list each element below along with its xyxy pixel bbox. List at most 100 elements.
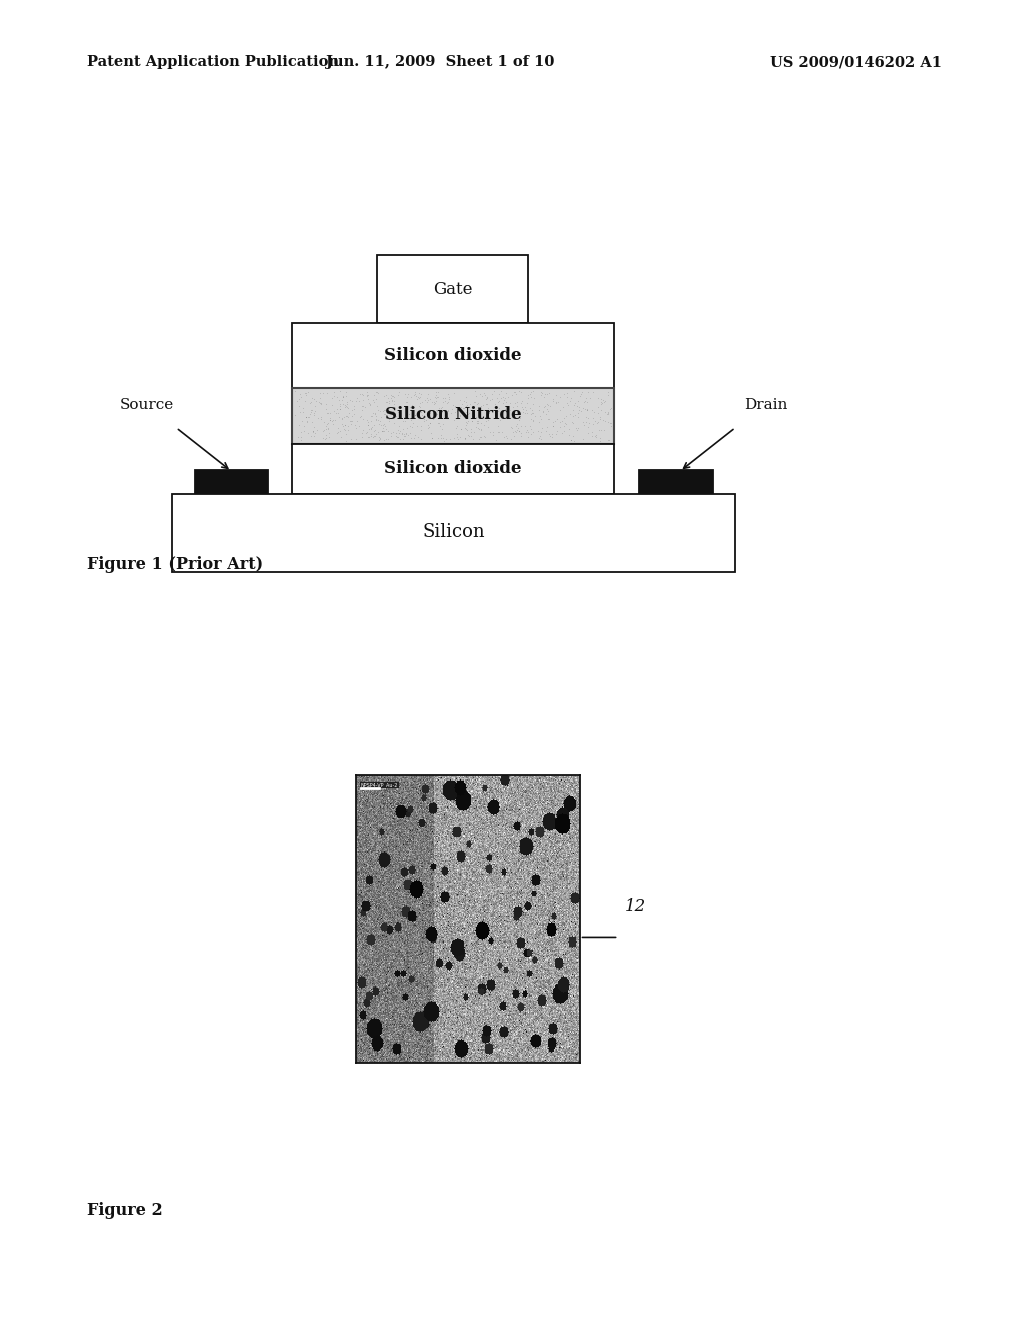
- Point: [317, 393, 334, 414]
- Point: [497, 389, 513, 411]
- Point: [477, 407, 494, 428]
- Point: [509, 413, 525, 434]
- Point: [421, 416, 437, 437]
- Point: [309, 408, 326, 429]
- Point: [519, 418, 536, 440]
- Point: [485, 380, 502, 401]
- Point: [536, 397, 552, 418]
- Point: [308, 391, 325, 412]
- Point: [578, 388, 594, 409]
- Point: [428, 391, 444, 412]
- Point: [541, 424, 557, 445]
- Point: [562, 430, 579, 451]
- Point: [381, 409, 397, 430]
- Point: [577, 397, 593, 418]
- Point: [476, 385, 493, 407]
- Point: [558, 392, 574, 413]
- Point: [584, 421, 600, 442]
- Point: [450, 424, 466, 445]
- Point: [424, 407, 440, 428]
- Point: [399, 383, 416, 404]
- Point: [419, 392, 435, 413]
- Point: [305, 389, 322, 411]
- Point: [332, 399, 348, 420]
- Point: [393, 422, 410, 444]
- Point: [300, 381, 316, 403]
- Point: [503, 428, 519, 449]
- Point: [399, 387, 416, 408]
- Point: [469, 392, 485, 413]
- Point: [370, 383, 386, 404]
- Point: [323, 408, 339, 429]
- Text: Gate: Gate: [433, 281, 472, 297]
- Point: [525, 381, 542, 403]
- Point: [564, 412, 581, 433]
- Point: [345, 399, 361, 420]
- Point: [532, 429, 549, 450]
- Point: [344, 389, 360, 411]
- Point: [450, 428, 466, 449]
- Point: [322, 409, 338, 430]
- Point: [408, 385, 424, 407]
- Point: [481, 403, 498, 424]
- Point: [585, 381, 601, 403]
- Point: [340, 420, 356, 441]
- Point: [385, 400, 401, 421]
- Point: [490, 397, 507, 418]
- Point: [380, 388, 396, 409]
- Point: [522, 383, 539, 404]
- Point: [588, 426, 604, 447]
- Point: [469, 411, 485, 432]
- Point: [511, 421, 527, 442]
- Point: [361, 393, 378, 414]
- Point: [370, 399, 386, 420]
- Point: [359, 414, 376, 436]
- Point: [458, 418, 474, 440]
- Point: [365, 389, 381, 411]
- Point: [303, 412, 319, 433]
- Point: [545, 388, 561, 409]
- Point: [383, 422, 399, 444]
- Point: [470, 418, 486, 440]
- Point: [525, 393, 542, 414]
- Point: [522, 418, 539, 440]
- Point: [430, 428, 446, 449]
- Point: [570, 407, 587, 428]
- Point: [600, 381, 616, 403]
- Point: [331, 407, 347, 428]
- Point: [385, 385, 401, 407]
- Point: [404, 413, 421, 434]
- Point: [430, 381, 446, 403]
- Point: [432, 404, 449, 425]
- Point: [453, 418, 469, 440]
- Point: [466, 421, 482, 442]
- Point: [513, 422, 529, 444]
- Point: [293, 426, 309, 447]
- Point: [322, 403, 338, 424]
- Point: [381, 411, 397, 432]
- Point: [468, 385, 484, 407]
- Point: [423, 422, 439, 444]
- Point: [575, 414, 592, 436]
- Point: [371, 430, 387, 451]
- Point: [519, 384, 536, 405]
- Point: [409, 388, 425, 409]
- Point: [600, 401, 616, 422]
- Point: [402, 416, 419, 437]
- Bar: [172, 494, 735, 572]
- Point: [385, 421, 401, 442]
- Point: [484, 383, 501, 404]
- Point: [453, 389, 469, 411]
- Point: [313, 392, 330, 413]
- Point: [413, 383, 429, 404]
- Point: [379, 391, 395, 412]
- Point: [504, 384, 520, 405]
- Point: [593, 400, 609, 421]
- Point: [440, 400, 457, 421]
- Point: [305, 417, 322, 438]
- Point: [474, 385, 490, 407]
- Point: [296, 421, 312, 442]
- Point: [457, 407, 473, 428]
- Point: [329, 422, 345, 444]
- Text: Silicon: Silicon: [422, 523, 485, 541]
